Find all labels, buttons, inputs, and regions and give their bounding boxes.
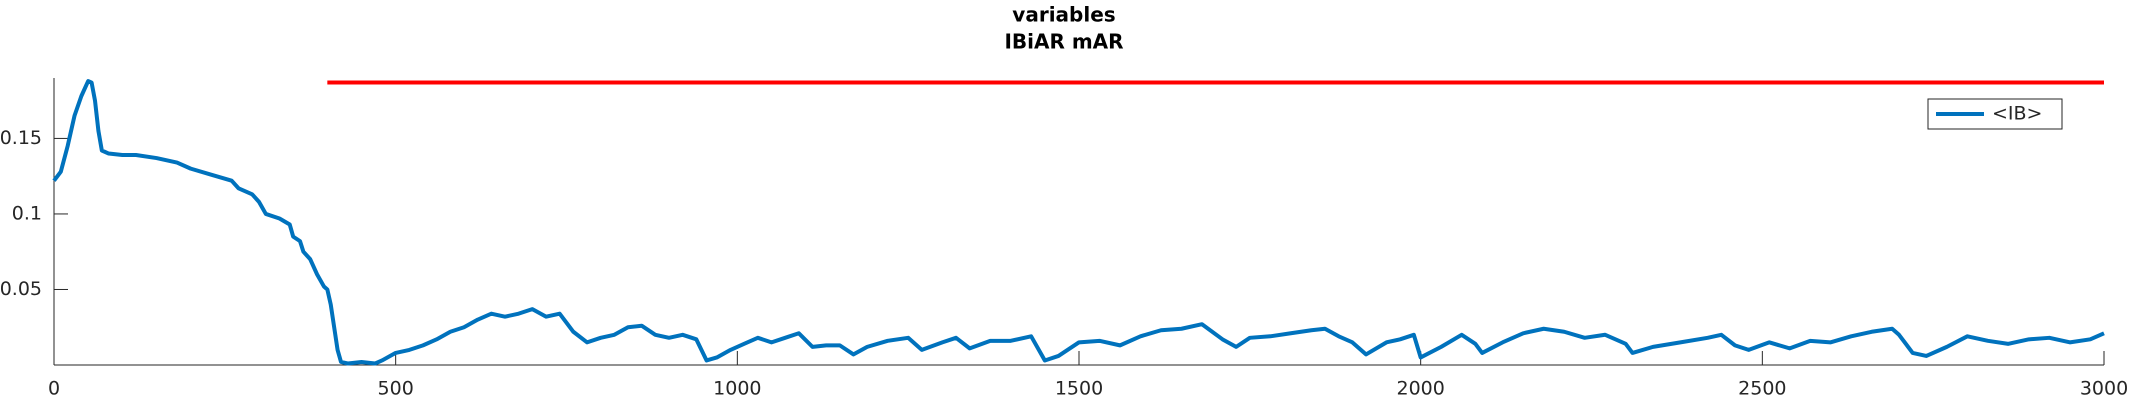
x-tick-label: 500 — [378, 378, 414, 400]
x-tick-label: 1500 — [1055, 378, 1103, 400]
data-line — [52, 79, 2105, 366]
x-tick-label: 3000 — [2080, 378, 2128, 400]
x-tick-label: 2000 — [1396, 378, 1444, 400]
x-tick-label: 1000 — [713, 378, 761, 400]
chart-subtitle: IBiAR mAR — [1004, 30, 1123, 54]
x-tick-label: 2500 — [1738, 378, 1786, 400]
legend-label: <IB> — [1992, 103, 2042, 125]
y-tick-label: 0.1 — [12, 202, 42, 224]
x-tick-label: 0 — [48, 378, 60, 400]
y-tick-label: 0.15 — [0, 127, 42, 149]
y-tick-label: 0.05 — [0, 278, 42, 300]
chart-title: variables — [1012, 3, 1115, 27]
